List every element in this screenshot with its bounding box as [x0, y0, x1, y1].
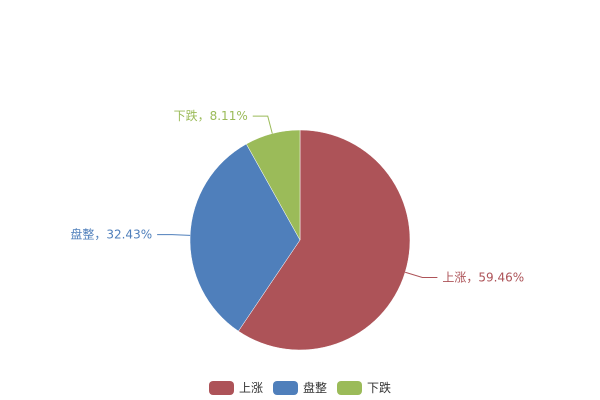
legend-label: 上涨: [238, 381, 263, 395]
legend-swatch: [337, 380, 362, 395]
label-line-1: [157, 234, 191, 236]
legend-label: 下跌: [367, 381, 392, 395]
legend: 上涨 盘整 下跌: [0, 379, 600, 396]
label-line-2: [252, 115, 273, 134]
slice-label-1: 盘整，32.43%: [70, 227, 152, 242]
legend-item-flat[interactable]: 盘整: [272, 379, 327, 396]
legend-item-fall[interactable]: 下跌: [337, 379, 391, 396]
slice-label-2: 下跌，8.11%: [174, 108, 248, 123]
label-line-0: [405, 271, 438, 278]
legend-swatch: [272, 380, 298, 395]
legend-swatch: [208, 380, 234, 395]
legend-label: 盘整: [302, 381, 327, 395]
legend-item-rise[interactable]: 上涨: [208, 379, 263, 396]
pie-slice-1[interactable]: [189, 143, 301, 332]
pie-slice-2[interactable]: [246, 129, 301, 241]
slice-label-0: 上涨，59.46%: [442, 269, 524, 284]
